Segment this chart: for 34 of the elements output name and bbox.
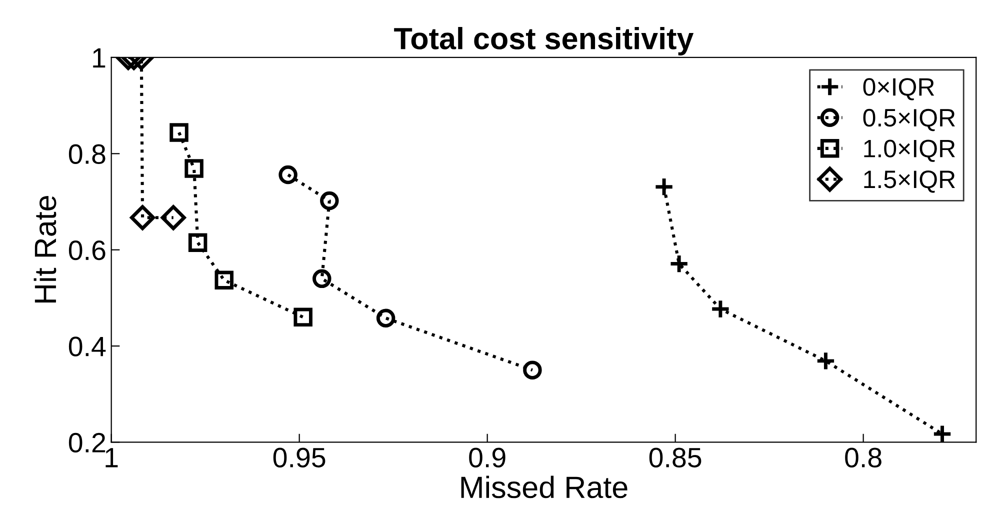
point — [188, 233, 208, 252]
point — [523, 360, 542, 380]
x-axis-title: Missed Rate — [461, 476, 628, 498]
y-axis-title: Hit Rate — [34, 196, 56, 303]
point — [184, 159, 204, 178]
legend-label: 0×IQR — [863, 78, 934, 100]
point — [294, 308, 312, 327]
x-tick-label: 0.8 — [845, 448, 882, 468]
x-tick-label: 1 — [106, 448, 118, 468]
y-tick-label: 1 — [93, 48, 106, 68]
point — [214, 270, 234, 290]
legend-label: 1.0×IQR — [864, 140, 955, 162]
point — [320, 191, 339, 210]
point — [816, 350, 836, 371]
y-tick-label: 0.6 — [68, 240, 106, 260]
y-tick-label: 0.4 — [68, 336, 106, 356]
point — [376, 308, 396, 328]
point — [669, 254, 690, 274]
point — [932, 424, 952, 442]
point — [160, 205, 186, 230]
x-tick-label: 0.95 — [273, 448, 326, 468]
y-tick-label: 0.2 — [68, 432, 106, 453]
legend-label: 0.5×IQR — [863, 108, 955, 132]
chart-title: Total cost sensitivity — [394, 26, 694, 56]
point — [654, 176, 674, 197]
x-tick-label: 0.9 — [469, 448, 506, 468]
point — [170, 123, 188, 142]
point — [130, 205, 156, 230]
y-tick-label: 0.8 — [68, 144, 106, 164]
point — [710, 298, 730, 320]
legend-label: 1.5×IQR — [864, 170, 955, 193]
point — [312, 269, 332, 288]
point — [278, 165, 298, 184]
x-tick-label: 0.85 — [649, 448, 702, 468]
